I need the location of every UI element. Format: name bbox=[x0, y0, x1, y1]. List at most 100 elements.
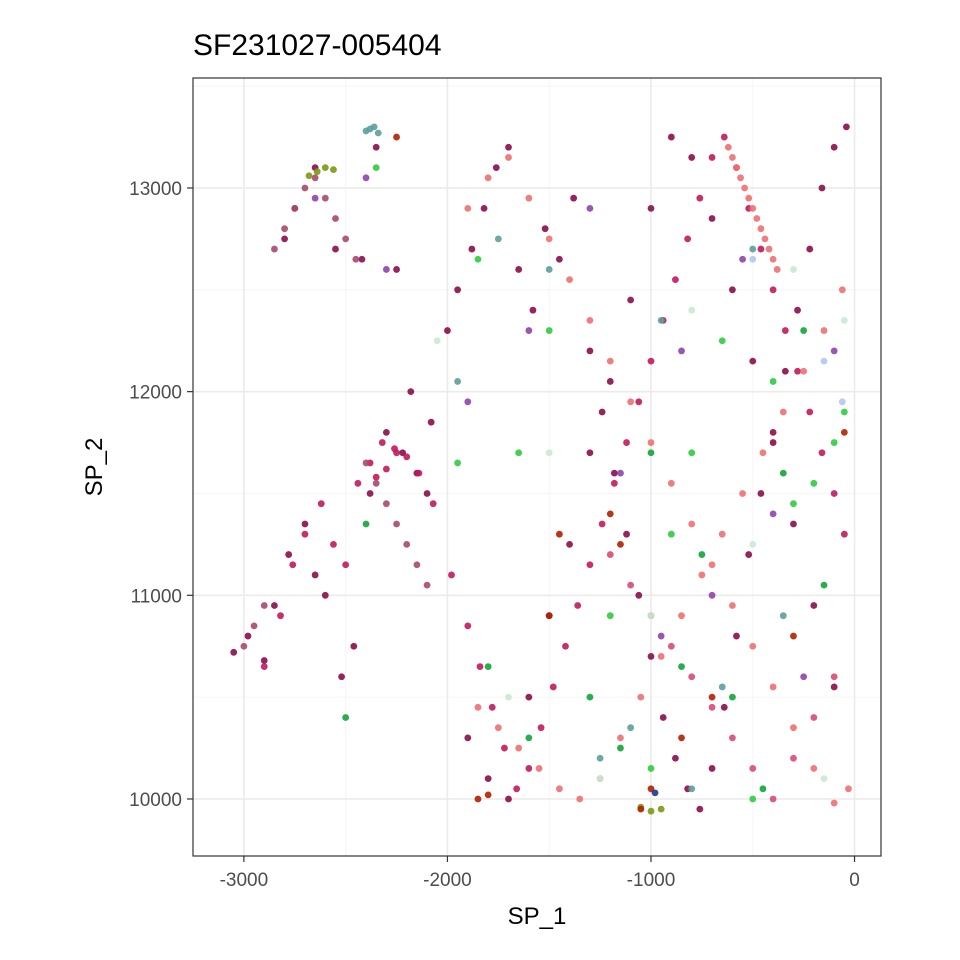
data-point bbox=[570, 194, 578, 202]
data-point bbox=[505, 693, 512, 701]
data-point bbox=[545, 612, 553, 620]
data-point bbox=[374, 129, 382, 137]
data-point bbox=[403, 540, 411, 548]
data-point bbox=[678, 612, 685, 620]
panel-border bbox=[192, 77, 882, 857]
data-point bbox=[574, 602, 582, 609]
x-tick-label: -3000 bbox=[220, 870, 269, 891]
data-point bbox=[382, 500, 390, 508]
data-point bbox=[684, 235, 692, 243]
data-point bbox=[342, 235, 350, 243]
data-point bbox=[271, 602, 278, 609]
data-point bbox=[623, 530, 630, 538]
data-point bbox=[688, 785, 696, 793]
data-point bbox=[708, 154, 716, 161]
data-point bbox=[480, 204, 488, 212]
x-axis-title: SP_1 bbox=[508, 903, 567, 930]
data-point bbox=[576, 795, 584, 803]
data-point bbox=[586, 693, 594, 701]
data-point bbox=[647, 449, 655, 457]
data-point bbox=[769, 286, 777, 294]
data-point bbox=[423, 581, 431, 589]
data-point bbox=[464, 204, 472, 212]
data-point bbox=[415, 469, 423, 477]
data-point bbox=[277, 612, 284, 620]
data-point bbox=[769, 428, 777, 436]
data-point bbox=[678, 663, 685, 670]
data-point bbox=[342, 561, 350, 569]
data-point bbox=[525, 194, 533, 202]
data-point bbox=[382, 266, 390, 273]
plot-panel bbox=[192, 77, 882, 857]
data-point bbox=[513, 785, 521, 793]
data-point bbox=[657, 316, 665, 324]
data-point bbox=[800, 673, 808, 681]
data-point bbox=[818, 449, 826, 457]
data-point bbox=[667, 642, 675, 650]
data-point bbox=[659, 714, 667, 721]
data-point bbox=[672, 754, 679, 762]
data-point bbox=[505, 143, 512, 151]
data-point bbox=[769, 378, 777, 385]
data-point bbox=[281, 225, 288, 233]
data-point bbox=[525, 693, 533, 701]
data-point bbox=[393, 449, 400, 457]
data-point bbox=[830, 683, 838, 691]
data-point bbox=[800, 327, 808, 334]
data-point bbox=[708, 693, 716, 701]
data-point bbox=[464, 734, 472, 742]
data-point bbox=[260, 657, 268, 664]
data-point bbox=[838, 398, 846, 406]
data-point bbox=[305, 172, 313, 180]
data-point bbox=[454, 378, 462, 385]
data-point bbox=[403, 453, 411, 461]
x-tick-label: 0 bbox=[849, 870, 860, 891]
data-point bbox=[372, 479, 380, 487]
data-point bbox=[545, 449, 553, 457]
data-point bbox=[794, 306, 801, 314]
data-point bbox=[350, 642, 358, 650]
data-point bbox=[545, 327, 553, 334]
data-point bbox=[617, 734, 624, 742]
y-tick-label: 10000 bbox=[129, 790, 182, 811]
data-point bbox=[667, 479, 675, 487]
data-point bbox=[781, 367, 789, 375]
data-point bbox=[330, 540, 337, 548]
data-point bbox=[525, 765, 533, 772]
data-point bbox=[842, 123, 850, 131]
data-point bbox=[362, 174, 370, 182]
data-point bbox=[549, 683, 557, 691]
data-point bbox=[830, 799, 838, 807]
data-point bbox=[698, 551, 706, 558]
data-point bbox=[484, 791, 492, 799]
data-point bbox=[761, 235, 769, 243]
data-point bbox=[291, 204, 299, 212]
data-point bbox=[678, 734, 685, 742]
data-point bbox=[606, 357, 614, 365]
data-point bbox=[555, 785, 563, 793]
data-point bbox=[596, 775, 604, 783]
data-point bbox=[362, 520, 370, 528]
data-point bbox=[382, 465, 390, 473]
data-point bbox=[586, 316, 594, 324]
data-point bbox=[838, 286, 846, 294]
data-point bbox=[332, 245, 339, 253]
data-point bbox=[718, 530, 726, 538]
data-point bbox=[779, 612, 787, 620]
data-point bbox=[820, 581, 828, 589]
data-point bbox=[810, 714, 818, 721]
data-point bbox=[830, 490, 838, 497]
data-point bbox=[393, 133, 400, 141]
y-tick-label: 12000 bbox=[129, 383, 182, 404]
data-point bbox=[657, 632, 665, 640]
data-point bbox=[806, 245, 814, 253]
data-point bbox=[321, 164, 329, 172]
minor-gridlines bbox=[193, 78, 881, 856]
data-point bbox=[289, 561, 297, 569]
data-point bbox=[488, 703, 496, 711]
data-point bbox=[845, 785, 852, 793]
data-point bbox=[749, 245, 757, 253]
data-point bbox=[769, 683, 777, 691]
data-point bbox=[623, 439, 630, 446]
